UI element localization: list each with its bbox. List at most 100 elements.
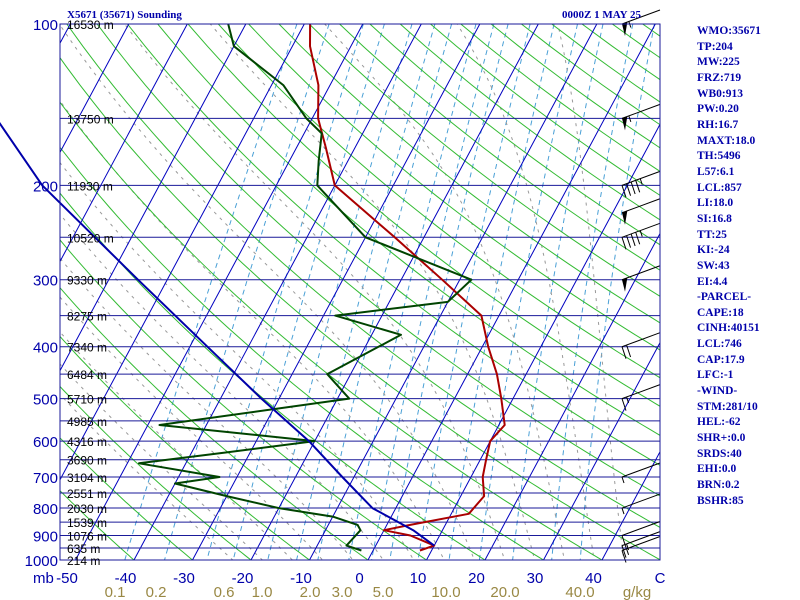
- height-label: 11930 m: [67, 179, 113, 193]
- temperature-tick-label: -30: [173, 570, 195, 587]
- height-label: 2030 m: [67, 502, 107, 516]
- parcel-profile: [0, 122, 435, 547]
- mixing-ratio-line: [417, 24, 531, 560]
- wind-barb: [621, 265, 661, 292]
- mixing-ratio-line: [267, 24, 413, 560]
- height-label: 1539 m: [67, 516, 107, 530]
- height-label: 16530 m: [67, 18, 114, 32]
- height-label: 4316 m: [67, 435, 107, 449]
- index-value: SW:43: [697, 259, 730, 272]
- temperature-tick-label: 10: [410, 570, 427, 587]
- index-value: LI:18.0: [697, 197, 734, 210]
- wind-barb: [621, 332, 661, 359]
- index-value: LFC:-1: [697, 369, 734, 382]
- pressure-tick-label: 200: [33, 178, 58, 195]
- pressure-tick-label: 600: [33, 434, 58, 451]
- index-value: EI:4.4: [697, 275, 728, 288]
- wind-barb: [621, 493, 661, 515]
- height-label: 635 m: [67, 542, 100, 556]
- height-label: 7340 m: [67, 341, 107, 355]
- height-label: 4985 m: [67, 415, 107, 429]
- isotherm: [60, 24, 188, 263]
- mixing-ratio-tick-label: 0.6: [214, 584, 235, 600]
- station-title: X5671 (35671) Sounding: [67, 9, 182, 21]
- mixing-ratio-tick-label: 3.0: [332, 584, 353, 600]
- mixing-ratio-line: [448, 24, 555, 560]
- mixing-ratio-tick-label: 40.0: [565, 584, 594, 600]
- datetime-title: 0000Z 1 MAY 25: [562, 9, 641, 21]
- mixing-ratio-tick-label: 20.0: [490, 584, 519, 600]
- indices-panel: WMO:35671 TP:204 MW:225 FRZ:719 WB0:913 PW:0.…: [697, 24, 797, 509]
- isotherm: [309, 24, 598, 560]
- isotherm: [250, 24, 539, 560]
- moist-adiabat: [456, 24, 595, 560]
- xlabel: C: [655, 570, 666, 587]
- pressure-tick-label: 900: [33, 528, 58, 545]
- mixing-ratio-tick-label: 2.0: [300, 584, 321, 600]
- index-value: TT:25: [697, 228, 727, 241]
- wind-barb: [621, 222, 661, 250]
- temperature-tick-label: 20: [468, 570, 485, 587]
- height-label: 6484 m: [67, 368, 107, 382]
- mixing-ratio-line: [232, 24, 385, 560]
- moist-adiabat: [60, 393, 234, 560]
- index-value: SHR+:0.0: [697, 432, 746, 445]
- pressure-tick-label: 800: [33, 501, 58, 518]
- wind-barb: [621, 531, 661, 558]
- mixing-ratio-line: [206, 24, 364, 560]
- index-value: CAP:17.9: [697, 353, 745, 366]
- isotherm: [60, 24, 247, 372]
- moist-adiabat: [557, 24, 625, 560]
- wind-barb: [621, 521, 661, 548]
- moist-adiabat: [60, 257, 354, 560]
- height-label: 13750 m: [67, 112, 114, 126]
- pressure-tick-label: 300: [33, 273, 58, 290]
- mixing-ratio-tick-label: 10.0: [431, 584, 460, 600]
- temperature-tick-label: -50: [56, 570, 78, 587]
- index-value: BRN:0.2: [697, 479, 740, 492]
- height-label: 10520 m: [67, 231, 114, 245]
- dry-adiabat: [60, 56, 660, 560]
- index-value: TP:204: [697, 40, 733, 53]
- index-value: PW:0.20: [697, 103, 739, 116]
- height-label: 1076 m: [67, 529, 107, 543]
- isotherm: [543, 341, 660, 560]
- isotherm: [60, 24, 130, 154]
- moist-adiabat: [60, 213, 384, 560]
- wind-barb: [621, 198, 661, 225]
- isotherm: [0, 24, 12, 560]
- moist-adiabat: [60, 296, 324, 560]
- dry-adiabat: [66, 24, 660, 528]
- pressure-tick-label: 700: [33, 470, 58, 487]
- isotherm: [75, 24, 364, 560]
- mixing-ratio-unit: g/kg: [623, 584, 651, 600]
- mixing-ratio-tick-label: 5.0: [373, 584, 394, 600]
- mixing-ratio-tick-label: 0.1: [105, 584, 126, 600]
- index-value: EHI:0.0: [697, 463, 737, 476]
- index-value: SI:16.8: [697, 212, 732, 225]
- index-value: LCL:857: [697, 181, 742, 194]
- temperature-tick-label: 40: [585, 570, 602, 587]
- index-value: WB0:913: [697, 87, 743, 100]
- moist-adiabat: [124, 24, 506, 560]
- moist-adiabat: [60, 100, 445, 560]
- height-label: 214 m: [67, 554, 100, 568]
- pressure-tick-label: 500: [33, 392, 58, 409]
- index-value: MAXT:18.0: [697, 134, 756, 147]
- index-value: KI:-24: [697, 244, 730, 257]
- pressure-tick-label: 100: [33, 17, 58, 34]
- wind-barb: [621, 103, 661, 131]
- height-label: 2551 m: [67, 487, 107, 501]
- isotherm: [367, 24, 656, 560]
- wind-barb: [621, 462, 661, 484]
- mixing-ratio-tick-label: 0.2: [146, 584, 167, 600]
- temperature-tick-label: -40: [115, 570, 137, 587]
- wind-barb: [621, 384, 661, 411]
- mixing-ratio-tick-label: 1.0: [252, 584, 273, 600]
- index-value: BSHR:85: [697, 494, 744, 507]
- temperature-tick-label: 0: [355, 570, 363, 587]
- pressure-tick-label: 1000: [25, 553, 58, 570]
- moist-adiabat: [324, 24, 565, 560]
